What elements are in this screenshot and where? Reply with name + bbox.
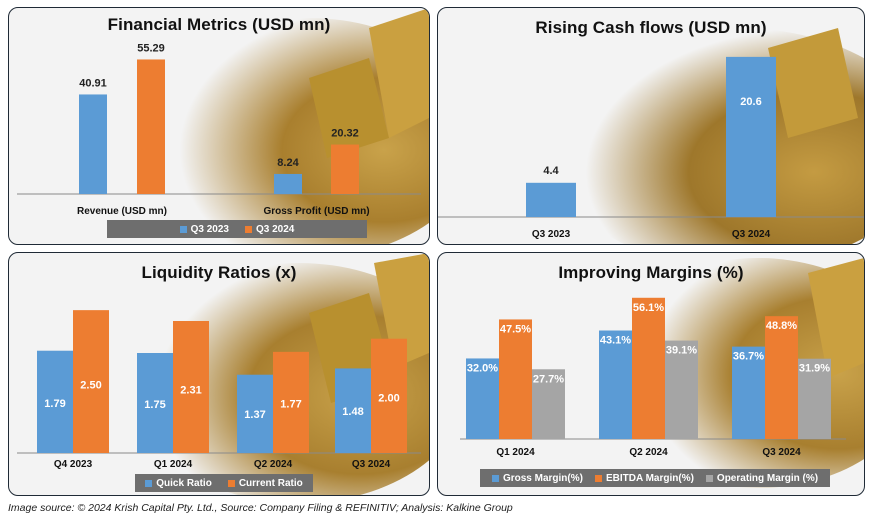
financial-metrics-panel: Financial Metrics (USD mn) 40.91 55.29 Rev… (8, 7, 430, 245)
data-label: 39.1% (666, 345, 697, 357)
image-source-footer: Image source: © 2024 Krish Capital Pty. … (8, 502, 513, 514)
legend-label: Quick Ratio (156, 477, 212, 489)
legend-swatch-orange (227, 479, 235, 487)
bar (765, 316, 798, 439)
margins-panel: Improving Margins (%) 32.0% 47.5% 27.7% Q1 … (437, 252, 865, 496)
category-label: Revenue (USD mn) (77, 206, 167, 217)
bar (526, 182, 576, 217)
legend-item: Operating Margin (%) (705, 472, 819, 484)
cash-flows-panel: Rising Cash flows (USD mn) 4.4 Q3 2023 20.… (437, 7, 865, 245)
chart-legend: Quick Ratio Current Ratio (135, 474, 313, 492)
data-label: 2.31 (180, 385, 201, 397)
data-label: 47.5% (500, 323, 531, 335)
legend-label: Current Ratio (238, 477, 303, 489)
data-label: 48.8% (766, 320, 797, 332)
legend-swatch-blue (179, 225, 187, 233)
liquidity-ratios-chart: 1.79 2.50 Q4 2023 1.75 2.31 Q1 2024 1.37 1.77 Q2… (17, 310, 421, 470)
chart-title: Financial Metrics (USD mn) (107, 15, 331, 34)
legend-item: Q3 2023 (179, 223, 229, 235)
bar (237, 374, 273, 453)
bar (532, 369, 565, 439)
legend-label: Q3 2024 (256, 223, 295, 235)
data-label: 55.29 (137, 42, 165, 54)
bar (665, 340, 698, 439)
category-label: Q3 2024 (762, 447, 801, 458)
data-label: 1.48 (342, 406, 363, 418)
data-label: 32.0% (467, 362, 498, 374)
bar (274, 173, 302, 194)
legend-label: Operating Margin (%) (716, 472, 819, 484)
legend-swatch-blue (145, 479, 153, 487)
legend-swatch-blue (491, 474, 499, 482)
bar (798, 358, 831, 439)
legend-swatch-orange (245, 225, 252, 233)
legend-swatch-orange (594, 474, 602, 482)
category-label: Q3 2024 (352, 459, 391, 470)
cash-flows-chart: 4.4 Q3 2023 20.6 Q3 2024 (438, 56, 864, 240)
bar (371, 338, 407, 453)
data-label: 1.77 (280, 398, 301, 410)
legend-label: Q3 2023 (190, 223, 229, 235)
data-label: 1.37 (244, 409, 265, 421)
margins-chart: 32.0% 47.5% 27.7% Q1 2024 43.1% 56.1% 39.1% Q2 … (460, 297, 846, 458)
category-label: Q3 2023 (532, 229, 571, 240)
bar (331, 144, 359, 194)
data-label: 43.1% (600, 335, 631, 347)
legend-item: Current Ratio (227, 477, 303, 489)
bar (499, 319, 532, 439)
category-label: Q4 2023 (54, 459, 93, 470)
data-label: 56.1% (633, 302, 664, 314)
legend-item: Quick Ratio (145, 478, 212, 489)
gold-background-image (548, 28, 864, 244)
bar (137, 59, 165, 194)
legend-item: Q3 2024 (245, 224, 294, 235)
bar (73, 310, 109, 453)
legend-item: Gross Margin(%) (491, 472, 583, 484)
data-label: 4.4 (543, 165, 559, 177)
bar (335, 368, 371, 453)
bar (466, 358, 499, 439)
bar (273, 351, 309, 453)
category-label: Q1 2024 (154, 459, 193, 470)
data-label: 1.79 (44, 398, 65, 410)
legend-item: EBITDA Margin(%) (594, 472, 694, 484)
chart-title: Liquidity Ratios (x) (141, 263, 297, 282)
bar (79, 94, 107, 194)
data-label: 2.50 (80, 380, 101, 392)
bar (732, 346, 765, 439)
data-label: 40.91 (79, 77, 107, 89)
category-label: Q2 2024 (254, 459, 293, 470)
legend-label: Gross Margin(%) (502, 472, 583, 484)
bar (137, 353, 173, 453)
legend-swatch-gray (705, 474, 713, 482)
data-label: 36.7% (733, 351, 764, 363)
bar (37, 350, 73, 453)
data-label: 2.00 (378, 393, 399, 405)
data-label: 31.9% (799, 363, 830, 375)
bar (173, 321, 209, 453)
liquidity-ratios-panel: Liquidity Ratios (x) 1.79 2.50 Q4 2023 1.75… (8, 252, 430, 496)
data-label: 20.6 (740, 96, 761, 108)
chart-legend: Q3 2023 Q3 2024 (107, 220, 367, 238)
chart-title: Rising Cash flows (USD mn) (535, 18, 767, 37)
bar (632, 297, 665, 439)
category-label: Q1 2024 (496, 447, 535, 458)
data-label: 1.75 (144, 399, 165, 411)
bar (599, 330, 632, 439)
bar (726, 56, 776, 217)
legend-label: EBITDA Margin(%) (605, 472, 694, 484)
data-label: 8.24 (277, 157, 299, 169)
data-label: 20.32 (331, 128, 359, 140)
chart-legend: Gross Margin(%) EBITDA Margin(%) Operati… (480, 469, 830, 487)
category-label: Q2 2024 (629, 447, 668, 458)
category-label: Gross Profit (USD mn) (263, 206, 369, 217)
category-label: Q3 2024 (732, 229, 771, 240)
financial-metrics-chart: 40.91 55.29 Revenue (USD mn) 8.24 20.32 Gross… (17, 42, 421, 217)
data-label: 27.7% (533, 373, 564, 385)
chart-title: Improving Margins (%) (558, 263, 744, 282)
